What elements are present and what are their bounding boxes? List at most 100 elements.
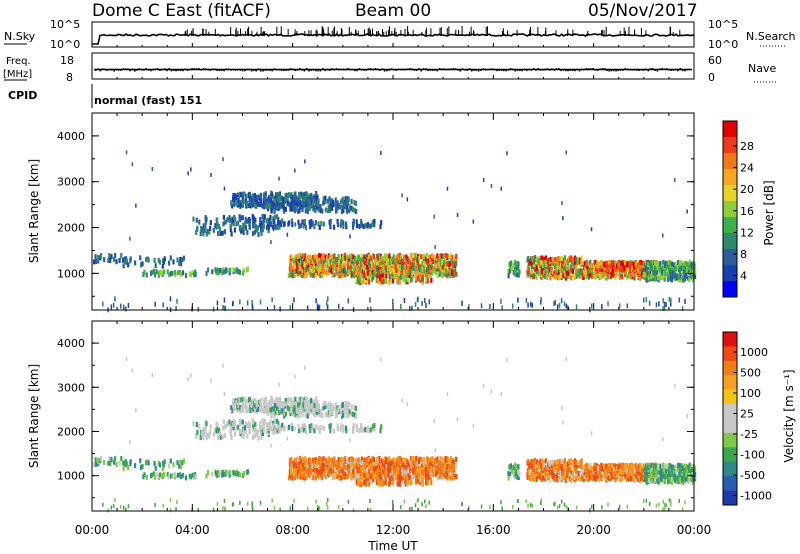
data-cell [393, 463, 396, 469]
data-cell [327, 199, 330, 205]
data-cell [691, 277, 695, 283]
data-cell [343, 204, 346, 210]
data-cell [383, 480, 386, 486]
data-cell [241, 407, 245, 413]
data-cell [678, 297, 680, 303]
data-cell [191, 270, 194, 276]
data-cell [554, 459, 557, 465]
data-cell [147, 460, 150, 466]
data-cell [537, 471, 540, 477]
data-cell [412, 256, 415, 262]
data-cell [444, 464, 447, 470]
data-cell [113, 256, 116, 262]
data-cell [366, 475, 369, 481]
data-cell [276, 418, 279, 424]
data-cell [601, 266, 604, 272]
data-cell [547, 264, 550, 270]
data-cell [268, 426, 271, 431]
data-cell [397, 473, 400, 479]
data-cell [363, 278, 366, 283]
data-cell [354, 258, 357, 264]
data-cell [564, 472, 567, 478]
data-cell [399, 270, 403, 276]
data-cell [181, 257, 184, 263]
data-cell [339, 199, 342, 205]
data-cell [268, 408, 271, 414]
data-cell [426, 480, 429, 486]
data-cell [339, 266, 342, 271]
data-cell [427, 467, 430, 473]
data-cell [399, 468, 402, 474]
data-cell [163, 472, 166, 478]
data-cell [365, 278, 368, 284]
data-cell [598, 267, 602, 273]
data-cell [154, 474, 157, 480]
data-cell [411, 274, 414, 280]
data-cell [355, 219, 358, 225]
data-cell [594, 274, 598, 280]
data-cell [350, 456, 354, 462]
data-cell [263, 214, 266, 220]
data-cell [542, 465, 545, 471]
data-cell [480, 303, 483, 309]
data-cell [683, 260, 686, 266]
colorbar-segment [723, 217, 737, 234]
data-cell [290, 402, 293, 408]
data-cell [570, 466, 573, 471]
data-cell [271, 297, 273, 303]
data-cell [319, 412, 322, 418]
data-cell [198, 219, 201, 225]
data-cell [310, 470, 313, 475]
data-cell [402, 259, 405, 265]
data-cell [251, 231, 255, 237]
data-cell [444, 262, 447, 268]
data-cell [609, 263, 612, 269]
data-cell [303, 465, 306, 471]
data-cell [448, 470, 451, 476]
data-cell [562, 462, 566, 468]
data-cell [306, 266, 309, 272]
data-cell [276, 397, 279, 403]
data-cell [377, 265, 380, 271]
data-cell [350, 253, 354, 259]
data-cell [587, 271, 590, 277]
data-cell [240, 202, 243, 208]
data-cell [511, 266, 514, 271]
data-cell [328, 457, 332, 463]
data-cell [439, 256, 442, 261]
data-cell [366, 264, 369, 270]
data-cell [364, 427, 367, 433]
data-cell [337, 254, 340, 259]
data-cell [383, 262, 386, 268]
data-cell [129, 256, 132, 262]
data-cell [229, 227, 232, 232]
data-cell [540, 462, 543, 468]
data-cell [349, 234, 351, 239]
data-cell [195, 422, 198, 427]
freq-point [514, 69, 517, 72]
data-cell [308, 205, 311, 211]
data-cell [350, 462, 354, 468]
data-cell [363, 260, 366, 266]
data-cell [347, 298, 350, 304]
data-cell [202, 435, 205, 441]
data-cell [354, 264, 357, 270]
data-cell [389, 277, 392, 283]
data-cell [147, 257, 150, 263]
data-cell [181, 270, 185, 276]
data-cell [452, 463, 456, 469]
data-cell [671, 269, 674, 275]
data-cell [566, 467, 569, 473]
data-cell [151, 167, 154, 171]
data-cell [548, 267, 551, 273]
data-cell [355, 209, 358, 215]
data-cell [347, 402, 350, 408]
data-cell [352, 224, 355, 230]
data-cell [680, 260, 683, 266]
data-cell [201, 226, 204, 232]
data-cell [456, 213, 459, 217]
data-cell [322, 259, 326, 265]
data-cell [252, 424, 256, 430]
data-cell [539, 473, 542, 479]
